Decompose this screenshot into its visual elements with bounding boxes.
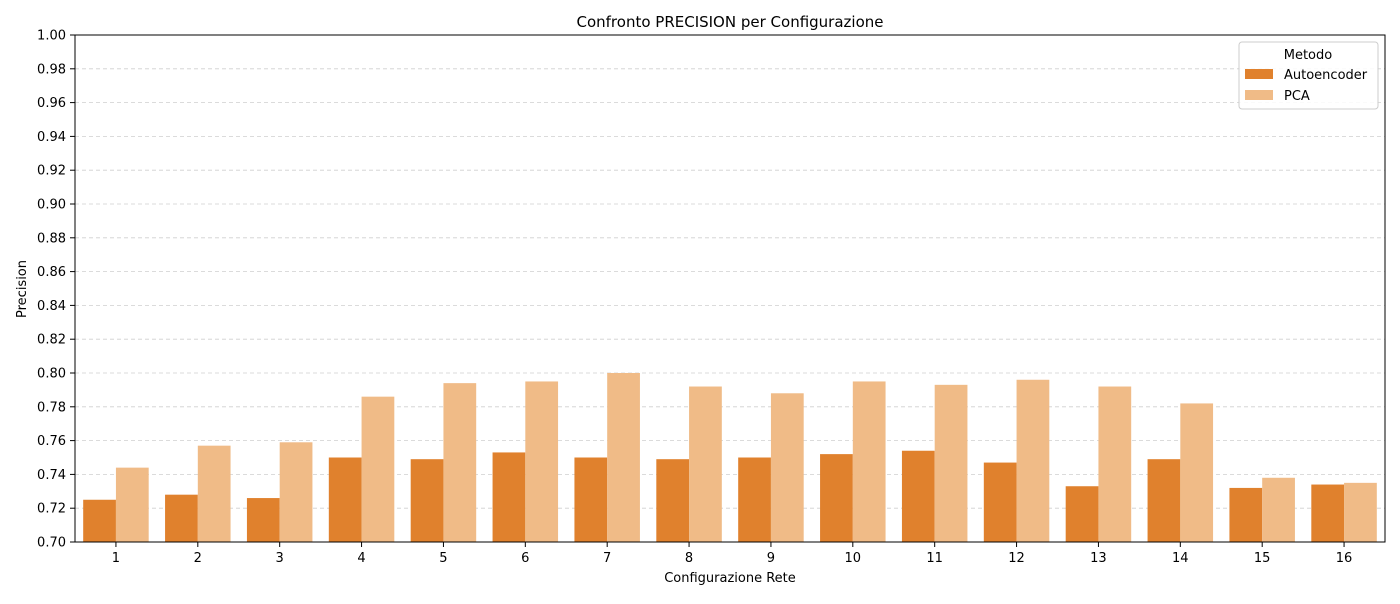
bar-autoencoder-13: [1065, 486, 1099, 542]
bar-autoencoder-3: [246, 498, 280, 542]
y-tick-label: 0.76: [37, 434, 66, 449]
bar-autoencoder-4: [328, 457, 362, 542]
y-axis-ticks: 0.70 0.72 0.74 0.76 0.78 0.80 0.82 0.84 0.86 0.88…: [37, 29, 75, 551]
x-axis-ticks: 1 2 3 4 5 6 7 8 9 10 11 12 13 14 15 16: [112, 542, 1353, 566]
bar-autoencoder-2: [165, 494, 198, 542]
y-tick-label: 0.86: [37, 265, 66, 280]
bar-autoencoder-6: [492, 452, 526, 542]
bars: [83, 373, 1377, 542]
y-tick-label: 0.82: [37, 333, 66, 348]
bar-pca-12: [1016, 379, 1050, 542]
bar-pca-9: [770, 393, 804, 542]
x-tick-label: 4: [357, 551, 365, 566]
y-tick-label: 0.72: [37, 502, 66, 517]
bar-pca-6: [525, 381, 559, 542]
bar-pca-13: [1098, 386, 1132, 542]
legend: Metodo Autoencoder PCA: [1238, 41, 1379, 110]
x-tick-label: 12: [1008, 551, 1025, 566]
bar-pca-16: [1344, 482, 1377, 542]
bar-autoencoder-7: [574, 457, 608, 542]
y-axis-label: Precision: [15, 260, 30, 318]
bar-pca-3: [279, 442, 313, 542]
y-tick-label: 0.96: [37, 96, 66, 111]
x-tick-label: 10: [845, 551, 862, 566]
x-tick-label: 7: [603, 551, 611, 566]
bar-pca-4: [361, 396, 395, 542]
y-tick-label: 0.80: [37, 367, 66, 382]
x-tick-label: 5: [439, 551, 447, 566]
bar-autoencoder-9: [738, 457, 771, 542]
y-tick-label: 0.70: [37, 536, 66, 551]
plot-frame: [74, 34, 1386, 543]
x-tick-label: 3: [276, 551, 284, 566]
y-tick-label: 0.92: [37, 164, 66, 179]
x-tick-label: 6: [521, 551, 529, 566]
bar-autoencoder-10: [820, 454, 853, 542]
bar-autoencoder-1: [83, 499, 116, 542]
y-tick-label: 0.94: [37, 130, 66, 145]
bar-pca-5: [443, 383, 477, 542]
bar-autoencoder-16: [1311, 484, 1345, 542]
grid-lines: [75, 68, 1385, 509]
bar-autoencoder-11: [901, 450, 935, 542]
x-tick-label: 9: [767, 551, 775, 566]
chart-title: Confronto PRECISION per Configurazione: [576, 13, 883, 31]
y-tick-label: 0.88: [37, 231, 66, 246]
legend-label-pca: PCA: [1284, 89, 1310, 104]
x-axis-label: Configurazione Rete: [664, 571, 796, 586]
legend-box: [1238, 41, 1379, 110]
bar-pca-10: [852, 381, 886, 542]
bar-pca-15: [1262, 477, 1295, 542]
legend-swatch-autoencoder: [1245, 69, 1273, 79]
bar-autoencoder-12: [983, 462, 1017, 542]
bar-pca-2: [197, 445, 231, 542]
y-tick-label: 0.74: [37, 468, 66, 483]
bar-pca-14: [1180, 403, 1214, 542]
x-tick-label: 8: [685, 551, 693, 566]
y-tick-label: 0.84: [37, 299, 66, 314]
x-tick-label: 2: [194, 551, 202, 566]
x-tick-label: 14: [1172, 551, 1189, 566]
y-tick-label: 0.90: [37, 198, 66, 213]
bar-pca-7: [607, 373, 640, 542]
y-tick-label: 1.00: [37, 29, 66, 44]
bar-autoencoder-15: [1229, 487, 1263, 542]
bar-autoencoder-8: [656, 459, 690, 542]
y-tick-label: 0.98: [37, 62, 66, 77]
legend-label-autoencoder: Autoencoder: [1284, 68, 1368, 83]
legend-title: Metodo: [1284, 48, 1333, 63]
x-tick-label: 15: [1254, 551, 1271, 566]
bar-autoencoder-5: [410, 459, 444, 542]
bar-pca-8: [689, 386, 722, 542]
bar-pca-11: [934, 384, 968, 542]
bar-autoencoder-14: [1147, 459, 1181, 542]
x-tick-label: 16: [1336, 551, 1353, 566]
x-tick-label: 13: [1090, 551, 1107, 566]
x-tick-label: 1: [112, 551, 120, 566]
x-tick-label: 11: [926, 551, 943, 566]
legend-swatch-pca: [1245, 90, 1273, 100]
y-tick-label: 0.78: [37, 400, 66, 415]
bar-pca-1: [115, 467, 149, 542]
